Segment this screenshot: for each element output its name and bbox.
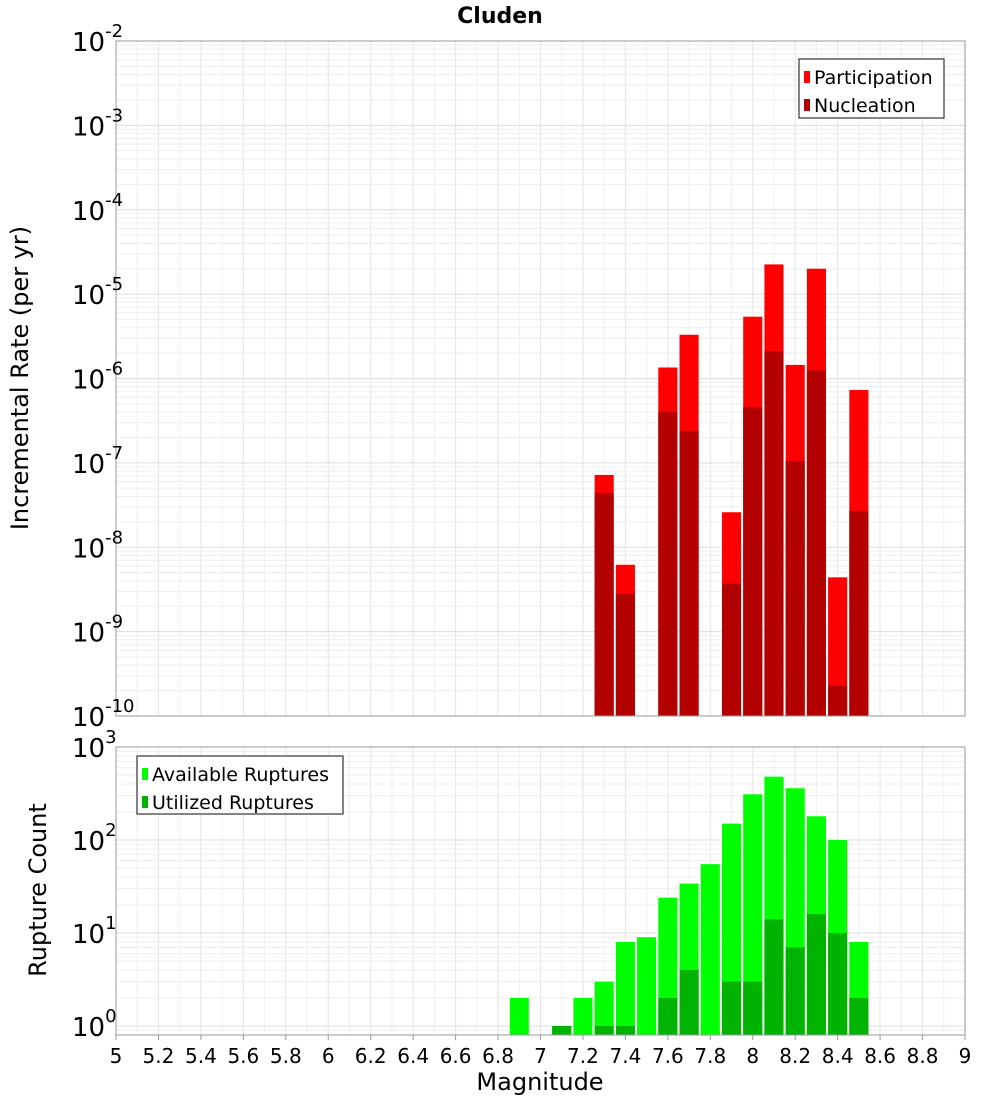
- x-tick-label: 7.2: [567, 1044, 599, 1068]
- x-tick-label: 7.4: [609, 1044, 641, 1068]
- x-tick-label: 5.4: [185, 1044, 217, 1068]
- bottom-y-axis-label: Rupture Count: [24, 803, 52, 977]
- x-tick-label: 9: [959, 1044, 972, 1068]
- rate-legend-label: Nucleation: [814, 95, 916, 117]
- rate-bar-series2: [764, 351, 784, 716]
- rate-y-tick-label: 10-10: [72, 696, 135, 733]
- x-tick-label: 6.8: [482, 1044, 514, 1068]
- rate-y-tick-label: 10-2: [72, 21, 123, 58]
- x-tick-label: 8.6: [864, 1044, 896, 1068]
- count-y-tick-label: 101: [72, 913, 117, 950]
- rate-y-tick-label: 10-8: [72, 527, 123, 564]
- count-y-tick-label: 103: [72, 727, 117, 764]
- x-tick-label: 8: [746, 1044, 759, 1068]
- count-bar-series2: [806, 914, 826, 1035]
- count-bar-series2: [828, 932, 848, 1035]
- x-tick-label: 6.4: [397, 1044, 429, 1068]
- x-tick-label: 8.8: [907, 1044, 939, 1068]
- count-bar-series2: [849, 997, 869, 1035]
- count-legend-swatch: [142, 796, 148, 808]
- x-tick-label: 6: [322, 1044, 335, 1068]
- count-legend-label: Available Ruptures: [152, 764, 329, 786]
- rate-legend-label: Participation: [814, 67, 933, 89]
- chart-title: Cluden: [457, 4, 543, 29]
- rate-y-tick-label: 10-3: [72, 105, 123, 142]
- count-bar-series1: [509, 997, 529, 1035]
- x-tick-label: 7.8: [694, 1044, 726, 1068]
- count-bar-series1: [637, 937, 657, 1035]
- rate-bar-series2: [806, 370, 826, 716]
- count-y-tick-label: 102: [72, 820, 117, 857]
- rate-legend-box: [798, 58, 945, 119]
- rate-y-tick-label: 10-7: [72, 443, 123, 480]
- x-axis-label: Magnitude: [476, 1068, 603, 1096]
- count-bar-series2: [721, 981, 742, 1035]
- rate-bar-series2: [743, 406, 763, 716]
- x-tick-label: 5: [110, 1044, 123, 1068]
- rate-y-tick-label: 10-5: [72, 274, 123, 311]
- x-tick-label: 6.6: [440, 1044, 472, 1068]
- count-bar-series2: [785, 947, 805, 1035]
- rate-legend-swatch: [804, 99, 810, 111]
- count-bar-series2: [594, 1025, 614, 1035]
- count-bar-series2: [764, 919, 784, 1035]
- count-bar-series2: [743, 981, 763, 1035]
- count-legend-label: Utilized Ruptures: [152, 792, 314, 814]
- rate-bar-series2: [615, 593, 635, 716]
- count-bar-series1: [594, 981, 614, 1035]
- x-tick-label: 5.8: [270, 1044, 302, 1068]
- count-bar-series2: [552, 1025, 572, 1035]
- x-tick-label: 5.6: [227, 1044, 259, 1068]
- x-tick-label: 8.4: [822, 1044, 854, 1068]
- rate-panel: 10-2 10-3 10-4 10-5 10-6 10-7 10-8 10-9 10-10: [72, 21, 966, 733]
- x-tick-label: 7: [534, 1044, 547, 1068]
- rate-bar-series2: [828, 685, 848, 716]
- rate-bar-series2: [658, 412, 678, 716]
- count-bar-series1: [615, 942, 635, 1035]
- count-bar-series1: [743, 794, 763, 1035]
- rate-y-tick-label: 10-9: [72, 612, 123, 649]
- rate-plot-frame: [115, 40, 966, 717]
- rate-bar-series1: [828, 577, 848, 716]
- x-tick-label: 8.2: [779, 1044, 811, 1068]
- rate-legend-swatch: [804, 71, 810, 83]
- count-bar-series2: [658, 997, 678, 1035]
- x-tick-label: 6.2: [355, 1044, 387, 1068]
- rate-bar-series2: [785, 461, 805, 716]
- count-bar-series1: [700, 864, 720, 1035]
- rate-bar-series2: [594, 492, 614, 716]
- count-legend-box: [136, 755, 344, 815]
- rate-bar-series2: [679, 430, 699, 716]
- rate-y-tick-label: 10-4: [72, 190, 123, 227]
- x-tick-label: 7.6: [652, 1044, 684, 1068]
- rupture-legend: Available Ruptures Utilized Ruptures: [136, 755, 344, 815]
- rate-y-tick-label: 10-6: [72, 359, 123, 396]
- count-bar-series2: [679, 969, 699, 1035]
- count-y-tick-label: 100: [72, 1006, 117, 1043]
- rate-legend: Participation Nucleation: [798, 58, 945, 119]
- count-legend-swatch: [142, 768, 148, 780]
- count-bar-series1: [573, 997, 593, 1035]
- rate-bar-series2: [721, 583, 742, 716]
- rate-bar-series2: [849, 510, 869, 716]
- x-tick-label: 5.2: [143, 1044, 175, 1068]
- top-y-axis-label: Incremental Rate (per yr): [6, 226, 34, 530]
- count-bar-series2: [615, 1025, 635, 1035]
